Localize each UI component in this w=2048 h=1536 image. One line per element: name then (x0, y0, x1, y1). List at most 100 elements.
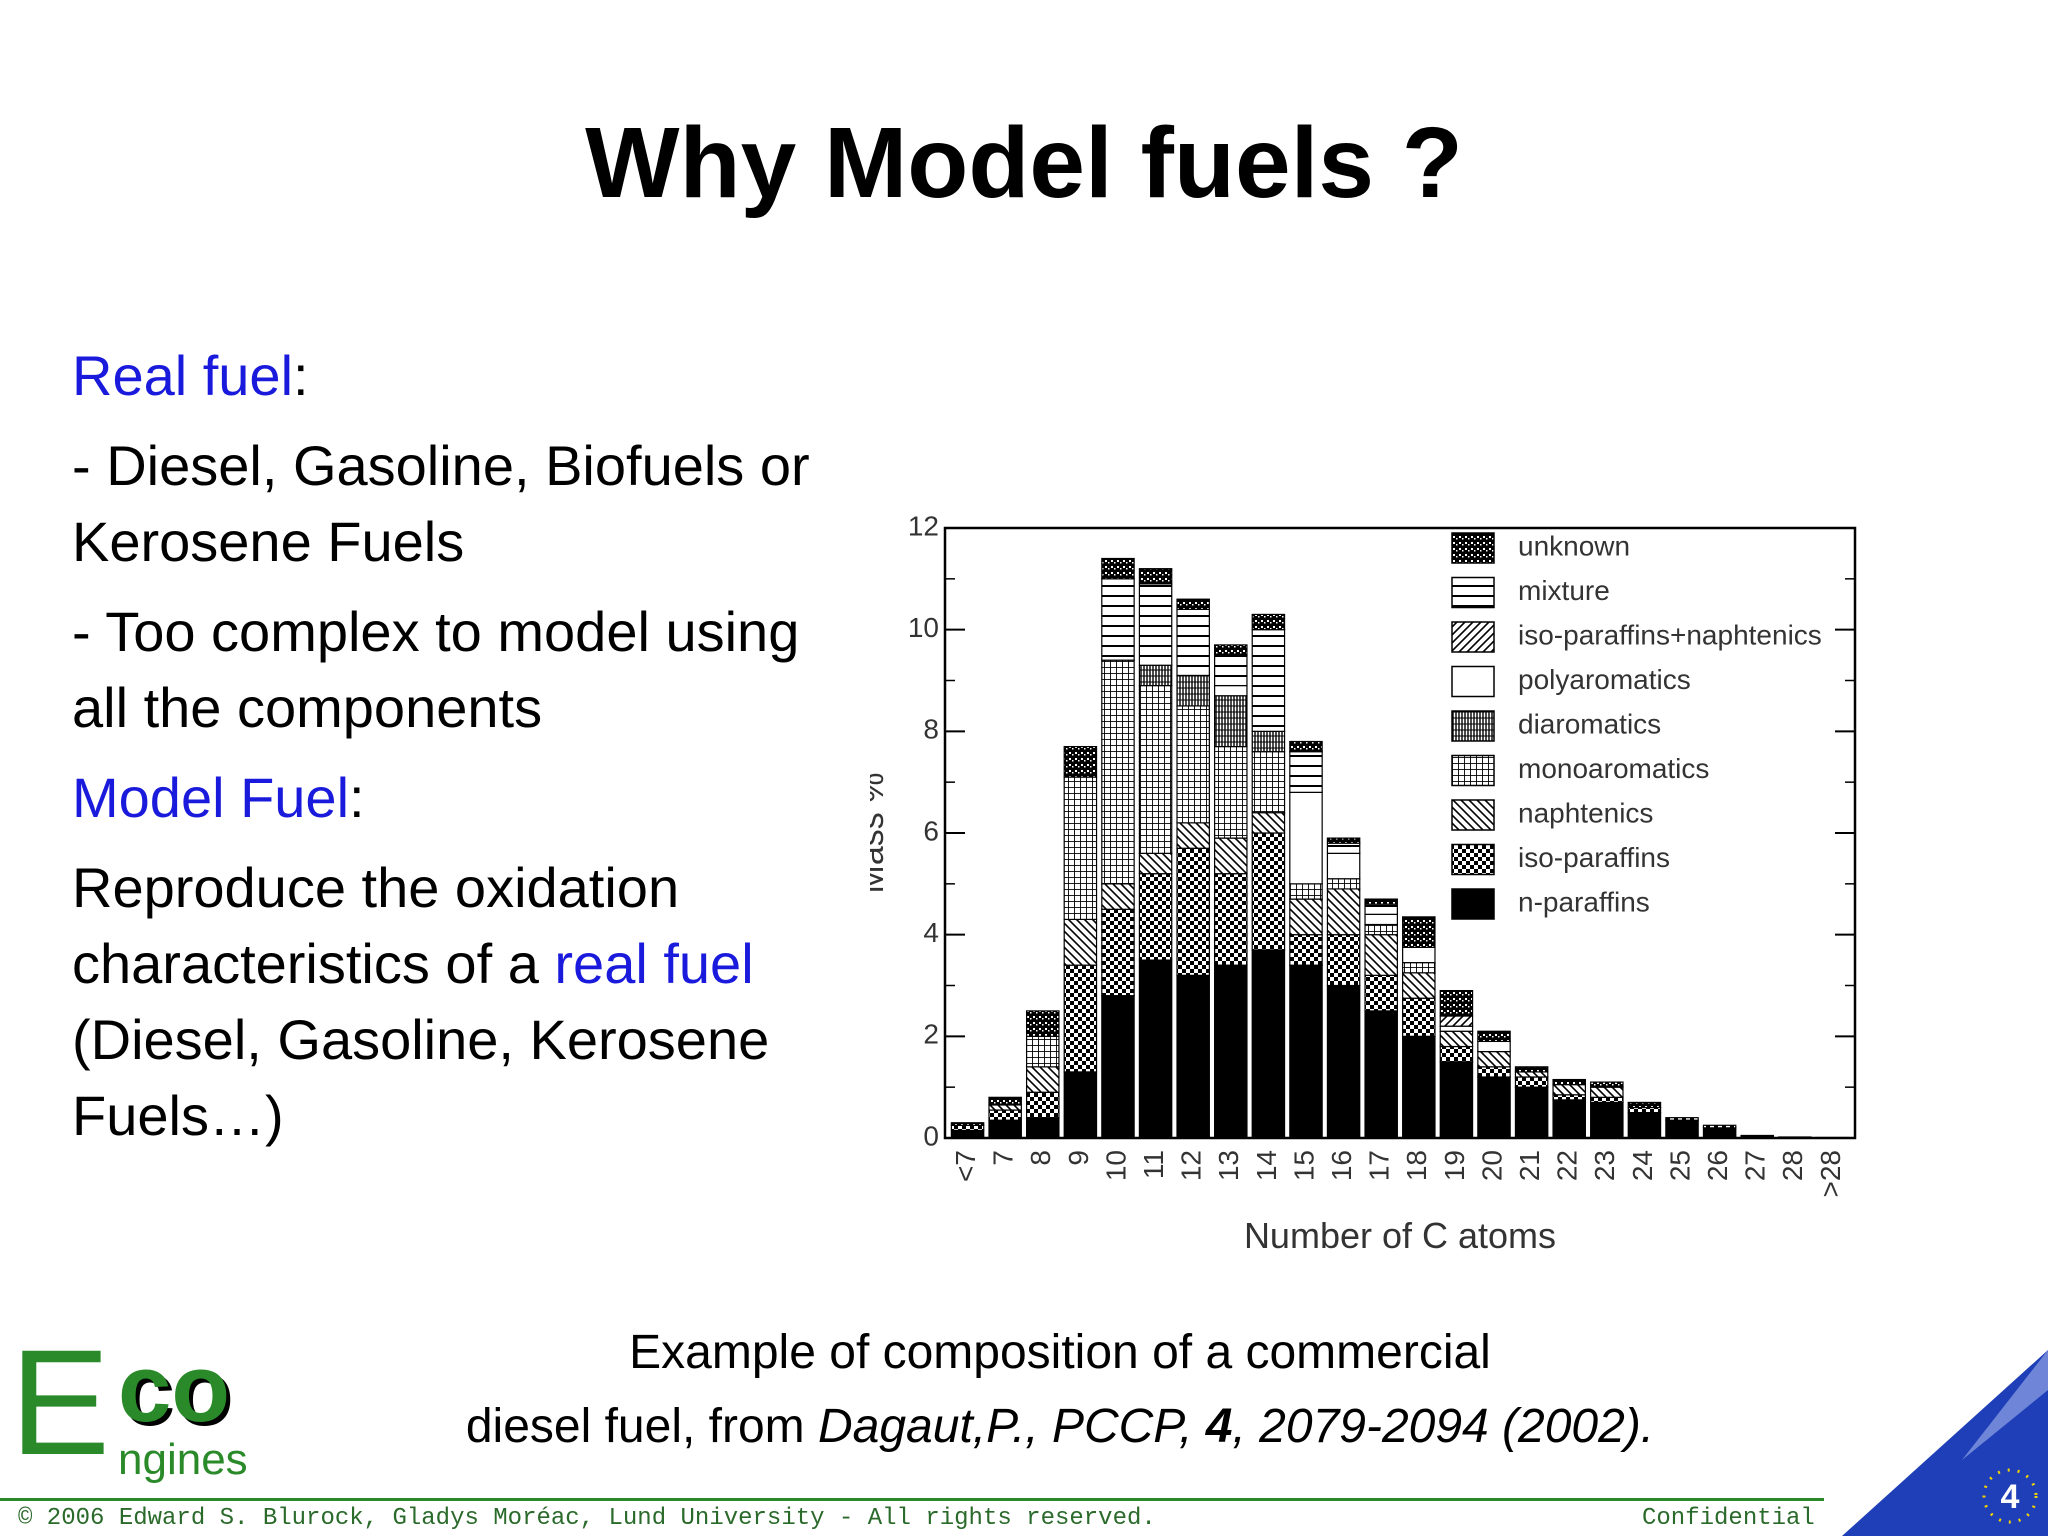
bar-segment-polyaromatics (1289, 791, 1323, 885)
bar-segment-unknown (1590, 1081, 1624, 1088)
copyright-footer: © 2006 Edward S. Blurock, Gladys Moréac,… (18, 1505, 1156, 1532)
bar-segment-unknown (1477, 1030, 1511, 1043)
bar-segment-unknown (1326, 837, 1361, 844)
bar-segment-iso-paraffins (1063, 964, 1098, 1073)
y-tick-label: 10 (908, 612, 939, 643)
caption-line-2: diesel fuel, from Dagaut,P., PCCP, 4, 20… (380, 1390, 1740, 1464)
x-tick-label: >28 (1815, 1150, 1846, 1198)
ecoengines-logo: E co ngines (10, 1327, 290, 1495)
bar-segment-polyaromatics (1439, 1025, 1474, 1032)
bar-segment-iso-paraffins (1552, 1094, 1586, 1101)
x-tick-label: 15 (1288, 1150, 1319, 1181)
bar-segment-monoaromatics (1101, 659, 1135, 885)
colon: : (349, 766, 365, 829)
bar-segment-naphtenics (1176, 822, 1210, 849)
y-tick-label: 6 (923, 815, 939, 846)
bar-segment-naphtenics (1439, 1030, 1474, 1048)
bar-segment-monoaromatics (1214, 745, 1248, 839)
bar-segment-iso-paraffins (1289, 934, 1323, 966)
figure-caption: Example of composition of a commercial d… (380, 1316, 1740, 1464)
bullet-complex: - Too complex to model using all the com… (72, 600, 800, 739)
caption-citation: Dagaut,P., PCCP, (818, 1400, 1206, 1453)
bar-segment-n-paraffins (1364, 1010, 1398, 1139)
legend-label: polyaromatics (1518, 664, 1691, 695)
real-fuel-inline: real fuel (554, 932, 754, 995)
bar-segment-mixture (1101, 578, 1135, 661)
bar-segment-monoaromatics (1364, 923, 1398, 936)
logo-co: co (118, 1335, 231, 1442)
y-tick-label: 4 (923, 917, 939, 948)
bar-segment-n-paraffins (1101, 995, 1135, 1139)
bar-segment-n-paraffins (1552, 1099, 1586, 1139)
bar-segment-iso-paraffins (1251, 832, 1286, 951)
x-tick-label: 12 (1176, 1150, 1207, 1181)
bar-segment-iso-paraffins (950, 1124, 985, 1131)
logo-e: E (10, 1318, 111, 1486)
bar-segment-iso-paraffins (1665, 1117, 1699, 1121)
legend-swatch (1451, 799, 1495, 831)
bar-segment-naphtenics (1514, 1071, 1549, 1078)
y-tick-label: 2 (923, 1019, 939, 1050)
y-tick-label: 0 (923, 1120, 939, 1151)
x-tick-label: 9 (1063, 1150, 1094, 1166)
legend-label: unknown (1518, 530, 1630, 561)
bar-segment-n-paraffins (1402, 1035, 1436, 1139)
x-tick-label: 27 (1740, 1150, 1771, 1181)
legend-swatch (1451, 576, 1495, 609)
model-fuel-heading: Model Fuel: (72, 760, 832, 836)
model-fuel-label: Model Fuel (72, 766, 350, 829)
bar-segment-naphtenics (1025, 1066, 1060, 1093)
bar-segment-n-paraffins (1214, 964, 1248, 1139)
legend-swatch (1451, 888, 1495, 920)
bar-segment-naphtenics (1402, 972, 1436, 999)
x-tick-label: 10 (1100, 1150, 1131, 1181)
x-tick-label: 16 (1326, 1150, 1357, 1181)
bar-segment-n-paraffins (1138, 959, 1173, 1139)
legend-swatch (1451, 843, 1495, 876)
legend-swatch (1451, 710, 1495, 742)
bar-segment-unknown (1364, 898, 1398, 905)
bar-segment-polyaromatics (1364, 913, 1398, 926)
bar-segment-iso-paraffins-naphtenics (1439, 1015, 1474, 1027)
bar-segment-mixture (1138, 583, 1173, 666)
footer-divider (0, 1498, 1824, 1501)
logo-ngines: ngines (118, 1435, 248, 1484)
bar-segment-mixture (1214, 654, 1248, 687)
stacked-bar-chart: <7 7 8 9 10 11 12 13 14 15 16 17 18 19 20 21 22 23 24 25 26 2… (853, 510, 1857, 1256)
bar-segment-iso-paraffins (1364, 974, 1398, 1012)
x-tick-label: 20 (1476, 1150, 1507, 1181)
bar-segment-mixture (1326, 842, 1361, 854)
x-tick-label: 8 (1025, 1150, 1056, 1166)
bar-segment-polyaromatics (1402, 946, 1436, 964)
bar-segment-unknown (988, 1096, 1022, 1106)
bar-segment-n-paraffins (1514, 1086, 1549, 1139)
x-tick-label: 22 (1552, 1150, 1583, 1181)
bar-segment-iso-paraffins (1702, 1124, 1737, 1129)
bar-segment-iso-paraffins (1402, 997, 1436, 1037)
legend-swatch (1451, 754, 1495, 787)
slide-title: Why Model fuels ? (585, 107, 1463, 219)
bar-segment-naphtenics (1364, 934, 1398, 976)
bar-segment-monoaromatics (1289, 883, 1323, 900)
bar-segment-unknown (1439, 989, 1474, 1017)
bar-segment-unknown (1025, 1010, 1060, 1037)
bar-segment-diaromatics (1214, 695, 1248, 748)
bar-segment-unknown (1251, 613, 1286, 631)
composition-chart: <7 7 8 9 10 11 12 13 14 15 16 17 18 19 20 21 22 23 24 25 26 2… (853, 505, 1870, 1290)
bar-segment-iso-paraffins (1439, 1045, 1474, 1063)
x-tick-label: 19 (1439, 1150, 1470, 1181)
bar-segment-unknown (950, 1122, 985, 1126)
bar-segment-n-paraffins (1251, 949, 1286, 1139)
bar-segment-unknown (1402, 916, 1436, 948)
bar-segment-diaromatics (1138, 664, 1173, 687)
bar-segment-iso-paraffins (1514, 1076, 1549, 1088)
legend-label: iso-paraffins (1518, 842, 1670, 873)
x-axis-label: Number of C atoms (1244, 1215, 1556, 1256)
bar-segment-mixture (1364, 903, 1398, 915)
bar-segment-monoaromatics (1063, 776, 1098, 921)
corner-highlight (1962, 1350, 2048, 1460)
confidential-label: Confidential (1642, 1505, 1815, 1532)
real-fuel-heading: Real fuel: (72, 338, 832, 414)
bar-segment-n-paraffins (1063, 1071, 1098, 1139)
bar-segment-iso-paraffins (1477, 1066, 1511, 1078)
